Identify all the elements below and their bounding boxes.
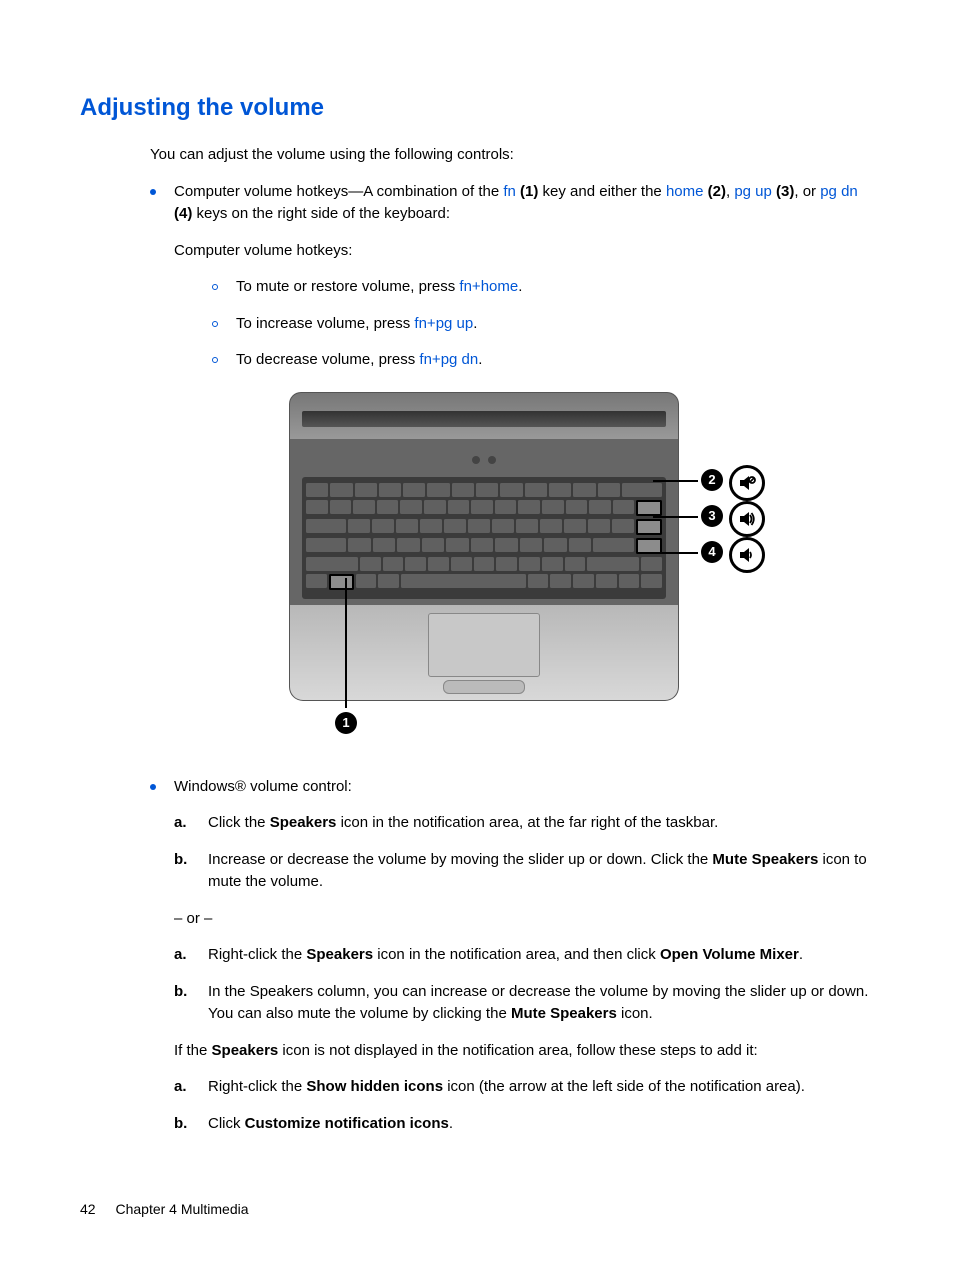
intro-text: You can adjust the volume using the foll…: [150, 144, 874, 167]
sub-bullet-icon: [212, 321, 218, 327]
page-number: 42: [80, 1199, 96, 1220]
hotkey-decrease: To decrease volume, press fn+pg dn.: [212, 349, 874, 372]
step-a2: a. Right-click the Speakers icon in the …: [174, 944, 874, 967]
key-home-highlight: [636, 500, 662, 516]
step-b3: b. Click Customize notification icons.: [174, 1113, 874, 1136]
sub-bullet-icon: [212, 357, 218, 363]
callout-1: 1: [335, 712, 357, 734]
keyboard-illustration: 2 3 4 1: [289, 392, 759, 742]
or-separator: – or –: [174, 908, 874, 931]
key-pgdn: pg dn: [820, 183, 858, 200]
bullet-hotkeys: Computer volume hotkeys—A combination of…: [150, 181, 874, 762]
volume-up-icon: [729, 501, 765, 537]
key-pgup: pg up: [734, 183, 772, 200]
windows-head: Windows® volume control:: [174, 778, 352, 795]
note-text: If the Speakers icon is not displayed in…: [174, 1040, 874, 1063]
key-home: home: [666, 183, 704, 200]
hotkeys-lead: Computer volume hotkeys—A combination of…: [174, 183, 858, 223]
step-b1: b. Increase or decrease the volume by mo…: [174, 849, 874, 894]
callout-2: 2: [701, 469, 723, 491]
chapter-label: Chapter 4 Multimedia: [115, 1201, 248, 1217]
page-footer: 42 Chapter 4 Multimedia: [80, 1199, 249, 1220]
bullet-icon: [150, 189, 156, 195]
hotkey-mute: To mute or restore volume, press fn+home…: [212, 276, 874, 299]
bullet-windows: Windows® volume control: a. Click the Sp…: [150, 776, 874, 1150]
step-b2: b. In the Speakers column, you can incre…: [174, 981, 874, 1026]
key-fn: fn: [503, 183, 516, 200]
callout-3: 3: [701, 505, 723, 527]
key-pgup-highlight: [636, 519, 662, 535]
key-fn-highlight: [329, 574, 354, 590]
section-title: Adjusting the volume: [80, 90, 874, 126]
callout-4: 4: [701, 541, 723, 563]
sub-bullet-icon: [212, 284, 218, 290]
step-a3: a. Right-click the Show hidden icons ico…: [174, 1076, 874, 1099]
volume-down-icon: [729, 537, 765, 573]
hotkey-increase: To increase volume, press fn+pg up.: [212, 313, 874, 336]
hotkeys-subintro: Computer volume hotkeys:: [174, 240, 874, 263]
volume-mute-icon: [729, 465, 765, 501]
bullet-icon: [150, 784, 156, 790]
step-a1: a. Click the Speakers icon in the notifi…: [174, 812, 874, 835]
